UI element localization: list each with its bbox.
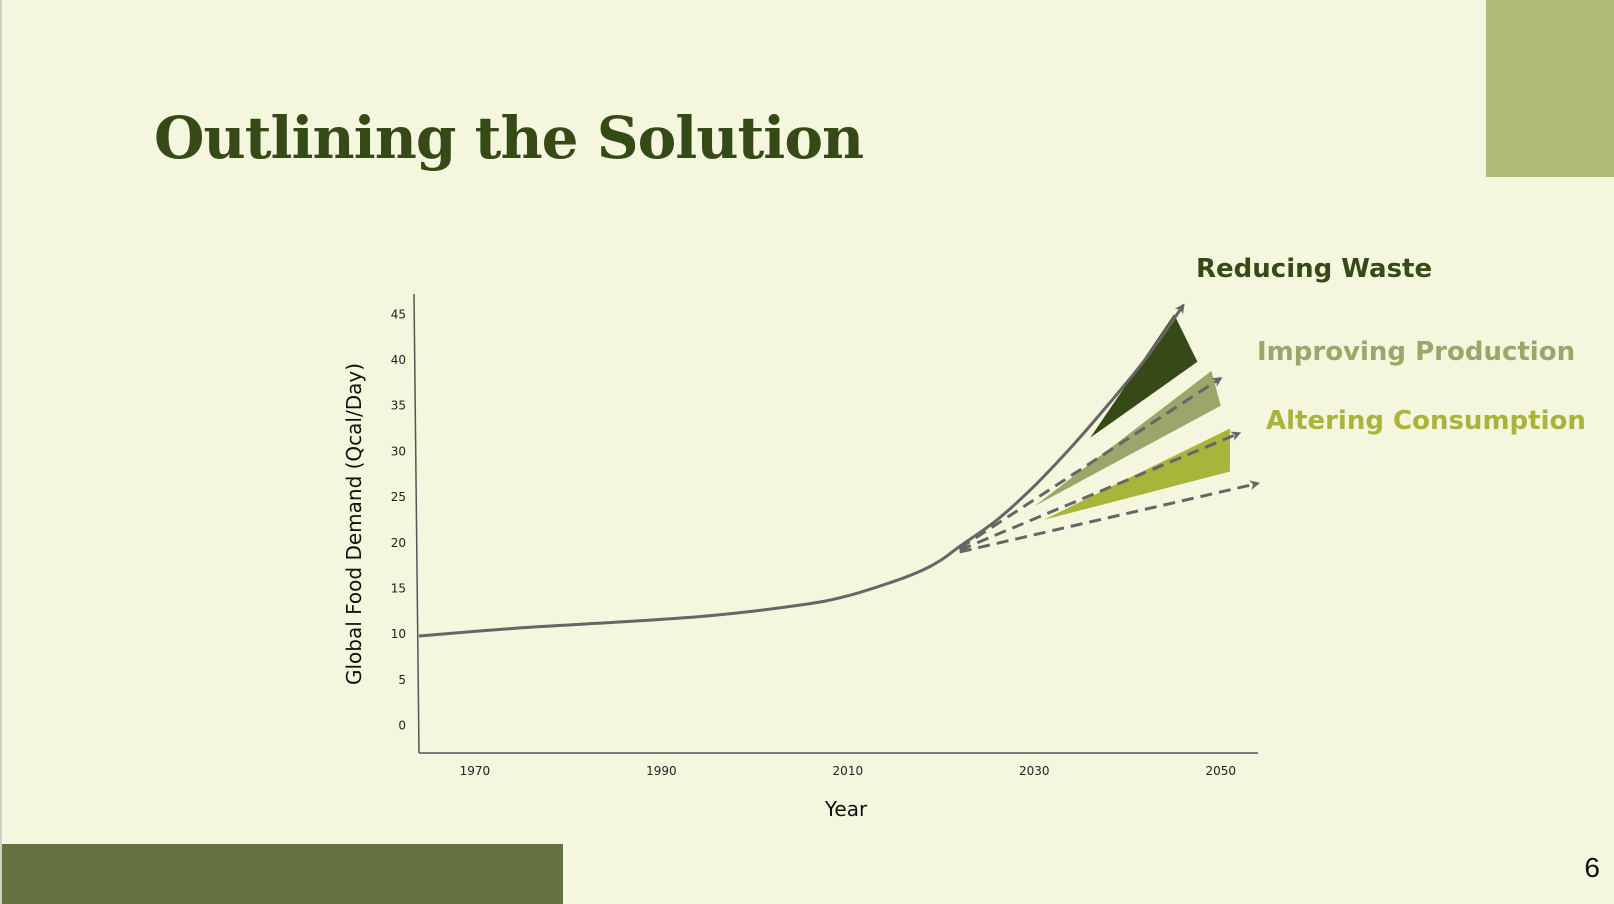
- altering-consumption-arrow: [959, 480, 1260, 554]
- corner-accent-block: [1486, 0, 1614, 177]
- y-tick-label: 45: [391, 307, 406, 321]
- page-number: 6: [1584, 852, 1600, 883]
- left-edge-line: [0, 0, 2, 904]
- y-tick-label: 0: [398, 719, 406, 733]
- y-tick-label: 15: [391, 581, 406, 595]
- bottom-accent-bar: [2, 844, 563, 904]
- altering-consumption-label: Altering Consumption: [1266, 406, 1586, 436]
- demand-line: [418, 303, 1185, 638]
- y-tick-label: 35: [391, 399, 406, 413]
- y-tick-label: 5: [398, 673, 406, 687]
- slide-title: Outlining the Solution: [154, 104, 864, 172]
- reducing-waste-label: Reducing Waste: [1196, 254, 1432, 284]
- y-tick-label: 25: [391, 490, 406, 504]
- y-axis-label: Global Food Demand (Qcal/Day): [342, 363, 366, 685]
- altering-consumption-wedge: [1043, 428, 1230, 520]
- reducing-waste-arrow: [958, 377, 1223, 550]
- reducing-waste-wedge: [1090, 314, 1198, 438]
- x-tick-label: 1970: [460, 764, 491, 778]
- x-axis-label: Year: [824, 797, 868, 821]
- improving-production-arrow: [959, 431, 1242, 552]
- x-tick-label: 1990: [646, 764, 677, 778]
- y-tick-label: 10: [391, 627, 406, 641]
- y-tick-label: 30: [391, 444, 406, 458]
- x-tick-label: 2050: [1205, 764, 1236, 778]
- y-tick-label: 40: [391, 353, 406, 367]
- improving-production-label: Improving Production: [1257, 337, 1575, 367]
- y-tick-label: 20: [391, 536, 406, 550]
- y-axis-line: [413, 293, 420, 754]
- x-tick-label: 2010: [833, 764, 864, 778]
- x-tick-label: 2030: [1019, 764, 1050, 778]
